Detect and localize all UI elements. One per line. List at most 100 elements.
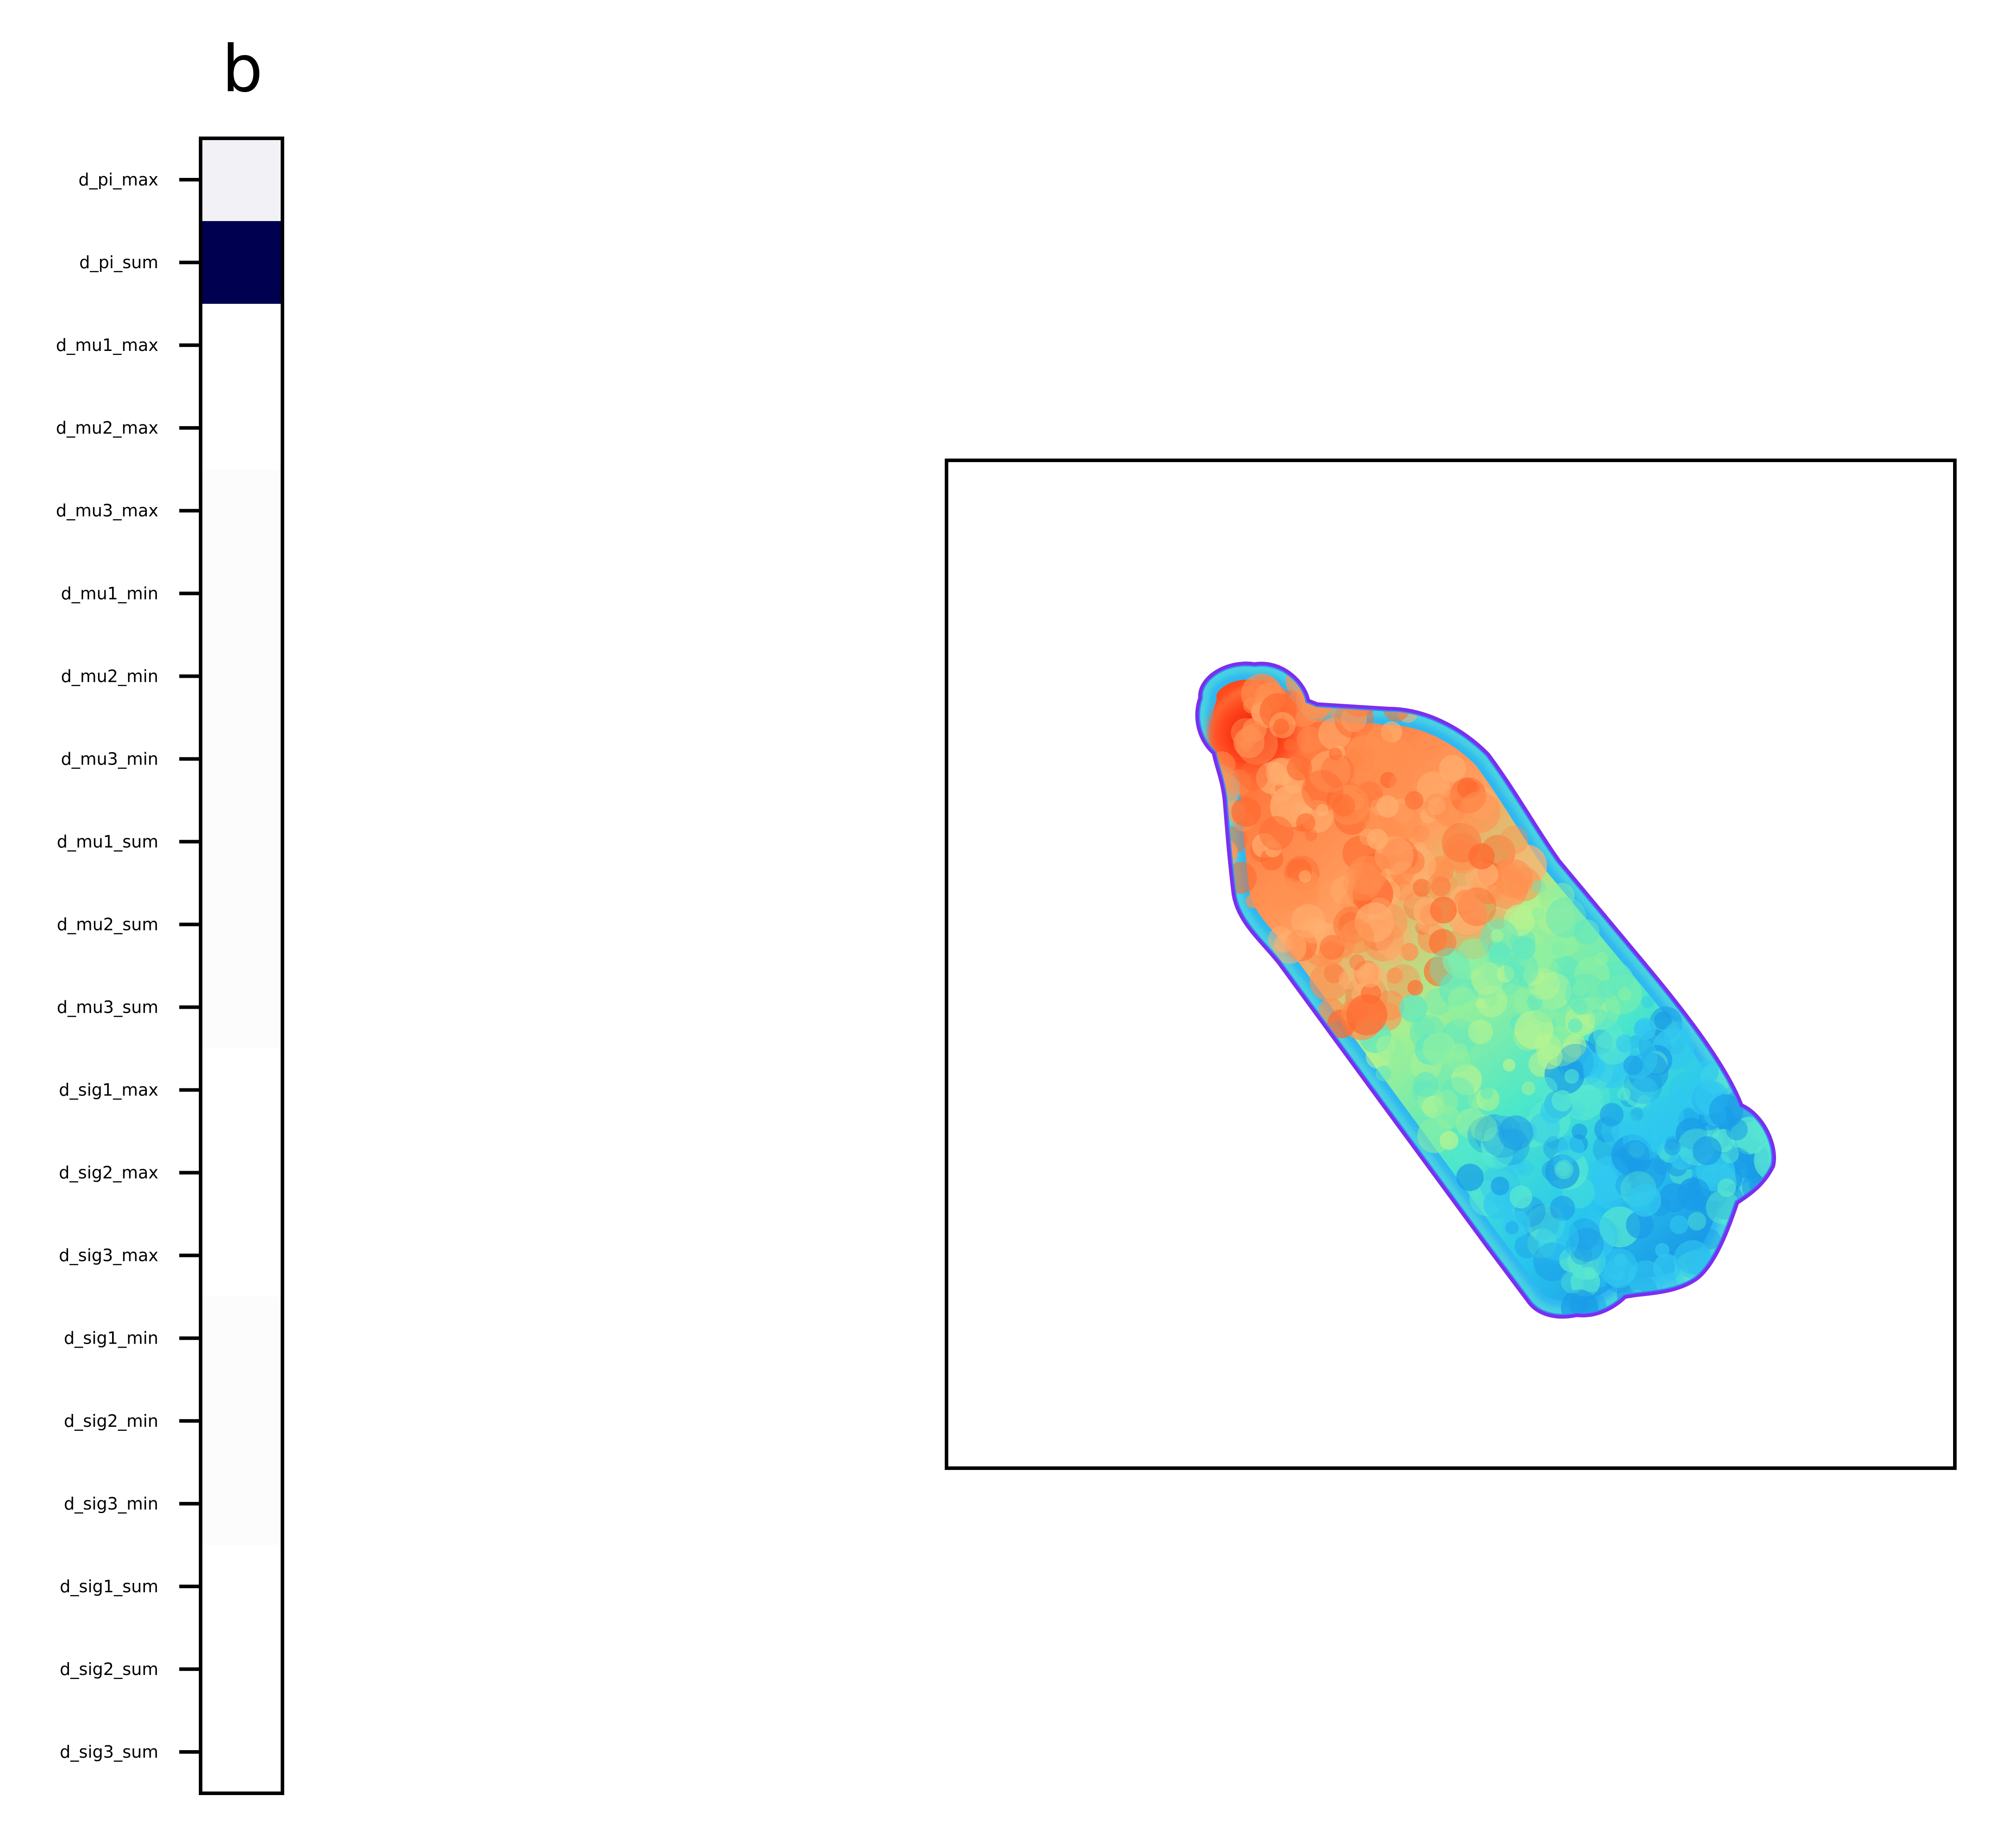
bottle-speckle: [1602, 1183, 1620, 1201]
y-tick-label: d_sig3_sum: [60, 1742, 158, 1762]
bottle-speckle: [1200, 826, 1204, 845]
bottle-speckle: [1252, 894, 1268, 910]
bottle-speckle: [1557, 1043, 1594, 1081]
bottle-speckle: [1200, 813, 1226, 843]
bottle-speckle: [1381, 721, 1402, 743]
y-tick-label: d_pi_sum: [79, 253, 158, 272]
bottle-speckle: [1324, 963, 1344, 983]
bottle-speckle: [1407, 980, 1423, 996]
bottle-speckle: [1617, 1087, 1631, 1101]
bottle-speckle: [1329, 747, 1342, 761]
bottle-speckle: [1507, 1158, 1526, 1177]
bottle-speckle: [1546, 1136, 1559, 1149]
bottle-speckle: [1480, 918, 1519, 957]
bottle-speckle: [1496, 858, 1516, 878]
bottle-speckle: [1570, 1267, 1600, 1297]
bottle-speckle: [1483, 1189, 1514, 1220]
heatmap-cell-d-mu1-min: [201, 552, 282, 635]
bottle-speckle: [1200, 768, 1212, 803]
bottle-speckle: [1535, 1034, 1562, 1060]
bottle-speckle: [1700, 1229, 1720, 1250]
bottle-speckle: [1389, 772, 1413, 795]
bottle-speckle: [1549, 883, 1575, 908]
y-tick-label: d_sig1_sum: [60, 1577, 158, 1596]
bottle-speckle: [1447, 986, 1477, 1015]
bottle-speckle: [1537, 1043, 1563, 1070]
y-tick-label: d_sig2_sum: [60, 1659, 158, 1679]
bottle-speckle: [1673, 1240, 1712, 1279]
bottle-speckle: [1200, 793, 1208, 818]
bottle-speckle: [1439, 755, 1466, 782]
bottle-speckle: [1412, 825, 1430, 842]
bottle-speckle: [1669, 1215, 1688, 1234]
heatmap-cell-d-sig2-sum: [201, 1627, 282, 1711]
bottle-speckle: [1659, 1183, 1689, 1212]
y-tick-label: d_sig1_min: [64, 1329, 158, 1348]
heatmap-cell-d-sig1-sum: [201, 1545, 282, 1628]
bottle-speckle: [1721, 1145, 1739, 1164]
bottle-speckle: [1386, 947, 1404, 966]
bottle-speckle: [1214, 775, 1241, 802]
bottle-speckle: [1572, 999, 1588, 1015]
bottle-speckle: [1318, 941, 1343, 967]
bottle-speckle: [1290, 879, 1320, 909]
bottle-speckle: [1571, 1077, 1610, 1117]
bottle-speckle: [1154, 785, 1186, 817]
bottle-speckle: [1607, 1308, 1633, 1314]
bottle-speckle: [1301, 770, 1343, 812]
bottle-speckle: [1375, 1065, 1391, 1082]
bottle-speckle: [1399, 994, 1427, 1023]
bottle-speckle: [1695, 1059, 1719, 1084]
bottle-speckle: [1239, 761, 1269, 791]
bottle-speckle: [1515, 1233, 1539, 1259]
bottle-speckle: [1480, 1086, 1494, 1099]
bottle-speckle: [1386, 967, 1403, 984]
y-tick-label: d_mu2_min: [61, 666, 158, 686]
bottle-speckle: [1509, 1185, 1533, 1208]
image-frame: [945, 459, 1957, 1470]
bottle-speckle: [1557, 1135, 1584, 1162]
bottle-speckle: [1688, 1212, 1706, 1231]
bottle-speckle: [1412, 842, 1427, 858]
bottle-speckle: [1414, 734, 1440, 760]
bottle-speckle: [1265, 758, 1294, 786]
heatmap-cell-d-mu2-sum: [201, 883, 282, 966]
bottle-speckle: [1654, 1011, 1672, 1030]
bottle-speckle: [1571, 1123, 1587, 1139]
bottle-speckle: [1345, 734, 1386, 775]
bottle-speckle: [1181, 786, 1196, 801]
bottle-speckle: [1305, 829, 1317, 841]
bottle-speckle: [1521, 1081, 1536, 1095]
bottle-speckle: [1534, 1077, 1558, 1100]
bottle-speckle: [1490, 1176, 1510, 1196]
bottle-speckle: [1527, 994, 1543, 1010]
bottle-speckle: [1357, 963, 1382, 988]
bottle-speckle: [1354, 722, 1393, 761]
bottle-speckle: [1563, 1034, 1587, 1058]
bottle-speckle: [1534, 1032, 1551, 1050]
bottle-speckle: [1480, 1134, 1504, 1157]
bottle-speckle: [1270, 781, 1293, 803]
bottle-speckle: [1428, 797, 1446, 815]
bottle-speckle: [1550, 1196, 1575, 1221]
bottle-body: [1154, 666, 1771, 1314]
bottle-speckle: [1412, 867, 1427, 882]
bottle-speckle: [1623, 1055, 1643, 1075]
heatmap-cell-d-mu2-max: [201, 387, 282, 470]
bottle-speckle: [1297, 726, 1323, 753]
bottle-speckle: [1538, 884, 1564, 910]
y-tick-label: d_mu3_min: [61, 749, 158, 769]
bottle-speckle: [1561, 1289, 1598, 1314]
bottle-speckle: [1349, 954, 1366, 970]
bottle-speckle: [1439, 1131, 1458, 1150]
heatmap-cell-d-pi-sum: [201, 221, 282, 304]
bottle-speckle: [1426, 871, 1458, 902]
bottle-speckle: [1273, 930, 1307, 964]
heatmap-cell-d-sig2-min: [201, 1379, 282, 1463]
bottle-speckle: [1366, 829, 1388, 850]
bottle-speckle: [1505, 1221, 1519, 1235]
bottle-speckle: [1200, 778, 1212, 797]
bottle-speckle: [1413, 1072, 1438, 1097]
bottle-speckle: [1200, 826, 1215, 860]
y-tick-label: d_mu1_min: [61, 584, 158, 603]
